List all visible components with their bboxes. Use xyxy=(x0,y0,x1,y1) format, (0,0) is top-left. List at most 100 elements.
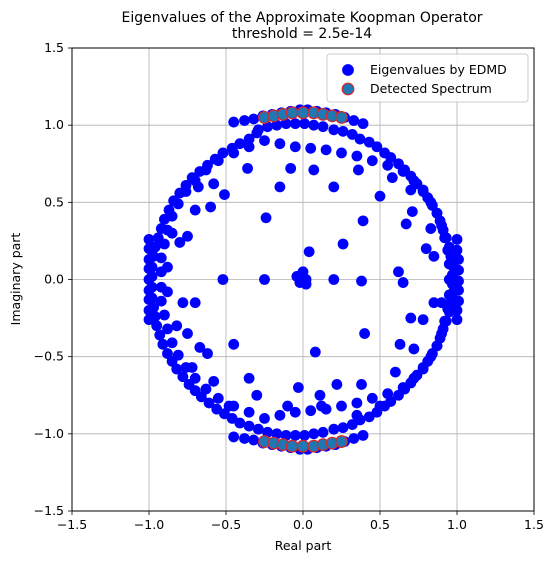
edmd-eigenvalue-point xyxy=(453,275,464,287)
edmd-eigenvalue-point xyxy=(143,314,155,326)
x-axis-label: Real part xyxy=(275,538,332,553)
edmd-eigenvalue-point xyxy=(308,119,320,131)
edmd-eigenvalue-point xyxy=(328,181,340,193)
edmd-eigenvalue-point xyxy=(357,429,369,441)
edmd-eigenvalue-point xyxy=(248,434,260,446)
edmd-eigenvalue-point xyxy=(243,406,255,418)
edmd-eigenvalue-point xyxy=(203,397,215,409)
edmd-eigenvalue-point xyxy=(436,328,448,339)
edmd-eigenvalue-point xyxy=(200,164,212,176)
y-tick-label: 1.5 xyxy=(44,40,64,55)
edmd-eigenvalue-point xyxy=(317,121,329,133)
edmd-eigenvalue-point xyxy=(453,284,464,296)
edmd-eigenvalue-point xyxy=(443,274,455,285)
edmd-eigenvalue-point xyxy=(428,250,440,262)
edmd-eigenvalue-point xyxy=(405,377,417,389)
edmd-eigenvalue-point xyxy=(285,162,297,174)
edmd-eigenvalue-point xyxy=(289,118,301,130)
edmd-eigenvalue-point xyxy=(408,175,420,187)
edmd-eigenvalue-point xyxy=(292,382,304,393)
edmd-eigenvalue-point xyxy=(166,210,178,222)
edmd-eigenvalue-point xyxy=(439,315,451,327)
edmd-eigenvalue-point xyxy=(289,429,301,441)
edmd-eigenvalue-point xyxy=(228,147,240,159)
edmd-eigenvalue-point xyxy=(251,389,263,401)
chart-subtitle: threshold = 2.5e-14 xyxy=(232,26,372,42)
edmd-eigenvalue-point xyxy=(425,223,437,234)
edmd-eigenvalue-point xyxy=(299,118,310,130)
edmd-eigenvalue-point xyxy=(436,297,448,309)
edmd-eigenvalue-point xyxy=(356,275,367,287)
edmd-eigenvalue-point xyxy=(405,312,417,324)
edmd-eigenvalue-point xyxy=(143,243,155,255)
edmd-eigenvalue-point xyxy=(239,433,250,444)
edmd-eigenvalue-point xyxy=(299,429,310,441)
edmd-eigenvalue-point xyxy=(374,400,386,412)
edmd-eigenvalue-point xyxy=(208,375,220,387)
edmd-eigenvalue-point xyxy=(189,297,201,309)
edmd-eigenvalue-point xyxy=(351,397,363,409)
edmd-eigenvalue-point xyxy=(320,144,332,156)
edmd-eigenvalue-point xyxy=(417,362,429,373)
y-tick-label: −1.5 xyxy=(34,503,64,518)
edmd-eigenvalue-point xyxy=(417,186,429,197)
edmd-eigenvalue-point xyxy=(208,178,220,190)
edmd-eigenvalue-point xyxy=(442,244,454,256)
edmd-eigenvalue-point xyxy=(251,127,263,139)
edmd-eigenvalue-point xyxy=(374,190,386,202)
edmd-eigenvalue-point xyxy=(357,215,369,227)
legend-label-edmd: Eigenvalues by EDMD xyxy=(370,62,507,77)
edmd-eigenvalue-point xyxy=(217,274,229,285)
legend-marker-edmd xyxy=(342,64,354,76)
edmd-eigenvalue-point xyxy=(386,172,398,184)
legend-label-detected-spectrum: Detected Spectrum xyxy=(370,81,492,96)
edmd-eigenvalue-point xyxy=(162,286,173,298)
edmd-eigenvalue-point xyxy=(172,198,184,210)
edmd-eigenvalue-point xyxy=(243,420,255,432)
edmd-eigenvalue-point xyxy=(436,220,448,231)
y-tick-label: −1.0 xyxy=(34,426,64,441)
edmd-eigenvalue-point xyxy=(189,204,201,216)
edmd-eigenvalue-point xyxy=(223,400,235,412)
edmd-eigenvalue-point xyxy=(371,141,383,153)
edmd-eigenvalue-point xyxy=(143,254,155,265)
edmd-eigenvalue-point xyxy=(305,405,317,417)
edmd-eigenvalue-point xyxy=(309,346,321,358)
edmd-eigenvalue-point xyxy=(239,115,250,126)
edmd-eigenvalue-point xyxy=(143,274,155,285)
edmd-eigenvalue-point xyxy=(274,409,286,421)
edmd-eigenvalue-point xyxy=(336,400,347,412)
edmd-eigenvalue-point xyxy=(348,115,360,126)
edmd-eigenvalue-point xyxy=(354,133,366,145)
edmd-eigenvalue-point xyxy=(308,428,320,440)
edmd-eigenvalue-point xyxy=(228,338,240,350)
edmd-eigenvalue-point xyxy=(451,314,463,326)
edmd-eigenvalue-point xyxy=(158,238,170,250)
legend-marker-detected-spectrum xyxy=(341,82,355,96)
edmd-eigenvalue-point xyxy=(357,118,369,130)
edmd-eigenvalue-point xyxy=(162,261,173,273)
edmd-eigenvalue-point xyxy=(259,274,270,285)
edmd-eigenvalue-point xyxy=(171,320,183,332)
edmd-eigenvalue-point xyxy=(274,181,286,193)
legend: Eigenvalues by EDMD Detected Spectrum xyxy=(326,53,529,103)
edmd-eigenvalue-point xyxy=(393,266,404,278)
edmd-eigenvalue-point xyxy=(417,314,429,326)
edmd-eigenvalue-point xyxy=(397,166,409,177)
edmd-eigenvalue-point xyxy=(143,294,155,305)
edmd-eigenvalue-point xyxy=(234,138,246,150)
edmd-eigenvalue-point xyxy=(259,135,270,147)
edmd-eigenvalue-point xyxy=(451,244,463,256)
detected-spectrum-point xyxy=(285,106,299,120)
edmd-eigenvalue-point xyxy=(400,218,412,230)
edmd-eigenvalue-point xyxy=(337,422,349,434)
edmd-eigenvalue-point xyxy=(328,423,340,435)
edmd-eigenvalue-point xyxy=(420,243,432,255)
edmd-eigenvalue-point xyxy=(202,348,213,359)
edmd-eigenvalue-point xyxy=(366,155,378,167)
edmd-eigenvalue-point xyxy=(200,383,212,395)
edmd-eigenvalue-point xyxy=(453,254,464,265)
edmd-eigenvalue-point xyxy=(155,295,167,307)
edmd-eigenvalue-point xyxy=(397,277,409,288)
